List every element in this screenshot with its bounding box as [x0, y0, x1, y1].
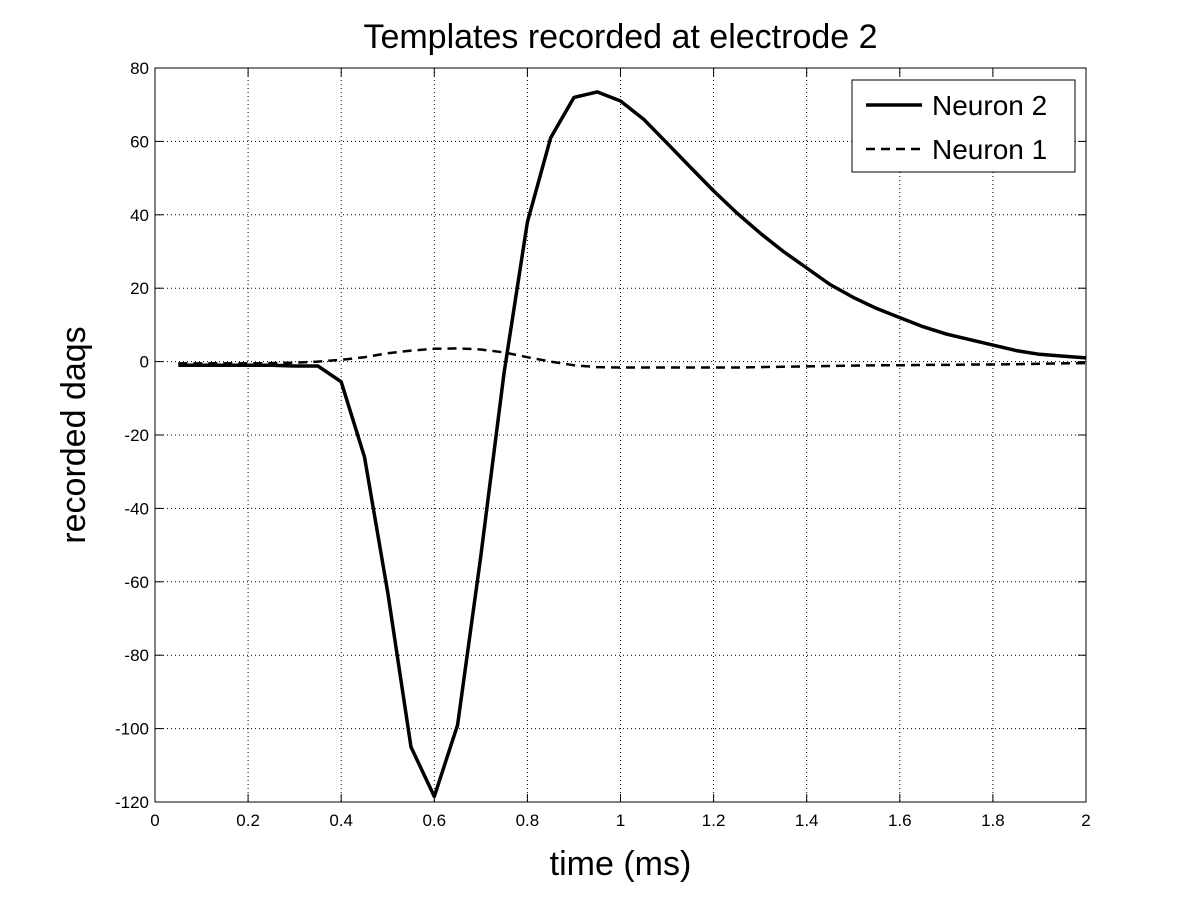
x-tick-label: 0.8 — [516, 811, 540, 830]
y-tick-label: -20 — [124, 426, 149, 445]
series-line-neuron-2 — [178, 90, 1087, 799]
y-tick-label: -100 — [115, 720, 149, 739]
series-line-neuron-1 — [178, 347, 1087, 369]
x-tick-label: 0.2 — [236, 811, 260, 830]
legend-label-neuron-2: Neuron 2 — [932, 90, 1047, 121]
y-tick-label: 0 — [140, 353, 149, 372]
y-tick-label: -40 — [124, 499, 149, 518]
y-tick-label: 60 — [130, 132, 149, 151]
y-tick-label: 40 — [130, 206, 149, 225]
y-tick-label: -80 — [124, 646, 149, 665]
series-layer — [178, 90, 1087, 799]
y-tick-label: 80 — [130, 59, 149, 78]
y-tick-label: 20 — [130, 279, 149, 298]
x-tick-label: 1.6 — [888, 811, 912, 830]
x-tick-label: 1.2 — [702, 811, 726, 830]
x-tick-label: 1.8 — [981, 811, 1005, 830]
x-tick-label: 0.6 — [422, 811, 446, 830]
y-axis-title: recorded daqs — [55, 326, 93, 543]
x-tick-label: 2 — [1081, 811, 1090, 830]
legend: Neuron 2 Neuron 1 — [851, 79, 1076, 173]
x-tick-label: 0 — [150, 811, 159, 830]
chart-title: Templates recorded at electrode 2 — [363, 18, 877, 56]
x-tick-label: 1.4 — [795, 811, 819, 830]
x-tick-labels: 0 0.2 0.4 0.6 0.8 1 1.2 1.4 1.6 1.8 2 — [150, 811, 1090, 830]
x-tick-label: 1 — [616, 811, 625, 830]
legend-box — [851, 79, 1076, 173]
y-tick-labels: -120 -100 -80 -60 -40 -20 0 20 40 60 80 — [115, 59, 149, 812]
y-tick-label: -120 — [115, 793, 149, 812]
x-tick-label: 0.4 — [329, 811, 353, 830]
x-axis-title: time (ms) — [550, 845, 692, 883]
legend-label-neuron-1: Neuron 1 — [932, 134, 1047, 165]
y-tick-label: -60 — [124, 573, 149, 592]
